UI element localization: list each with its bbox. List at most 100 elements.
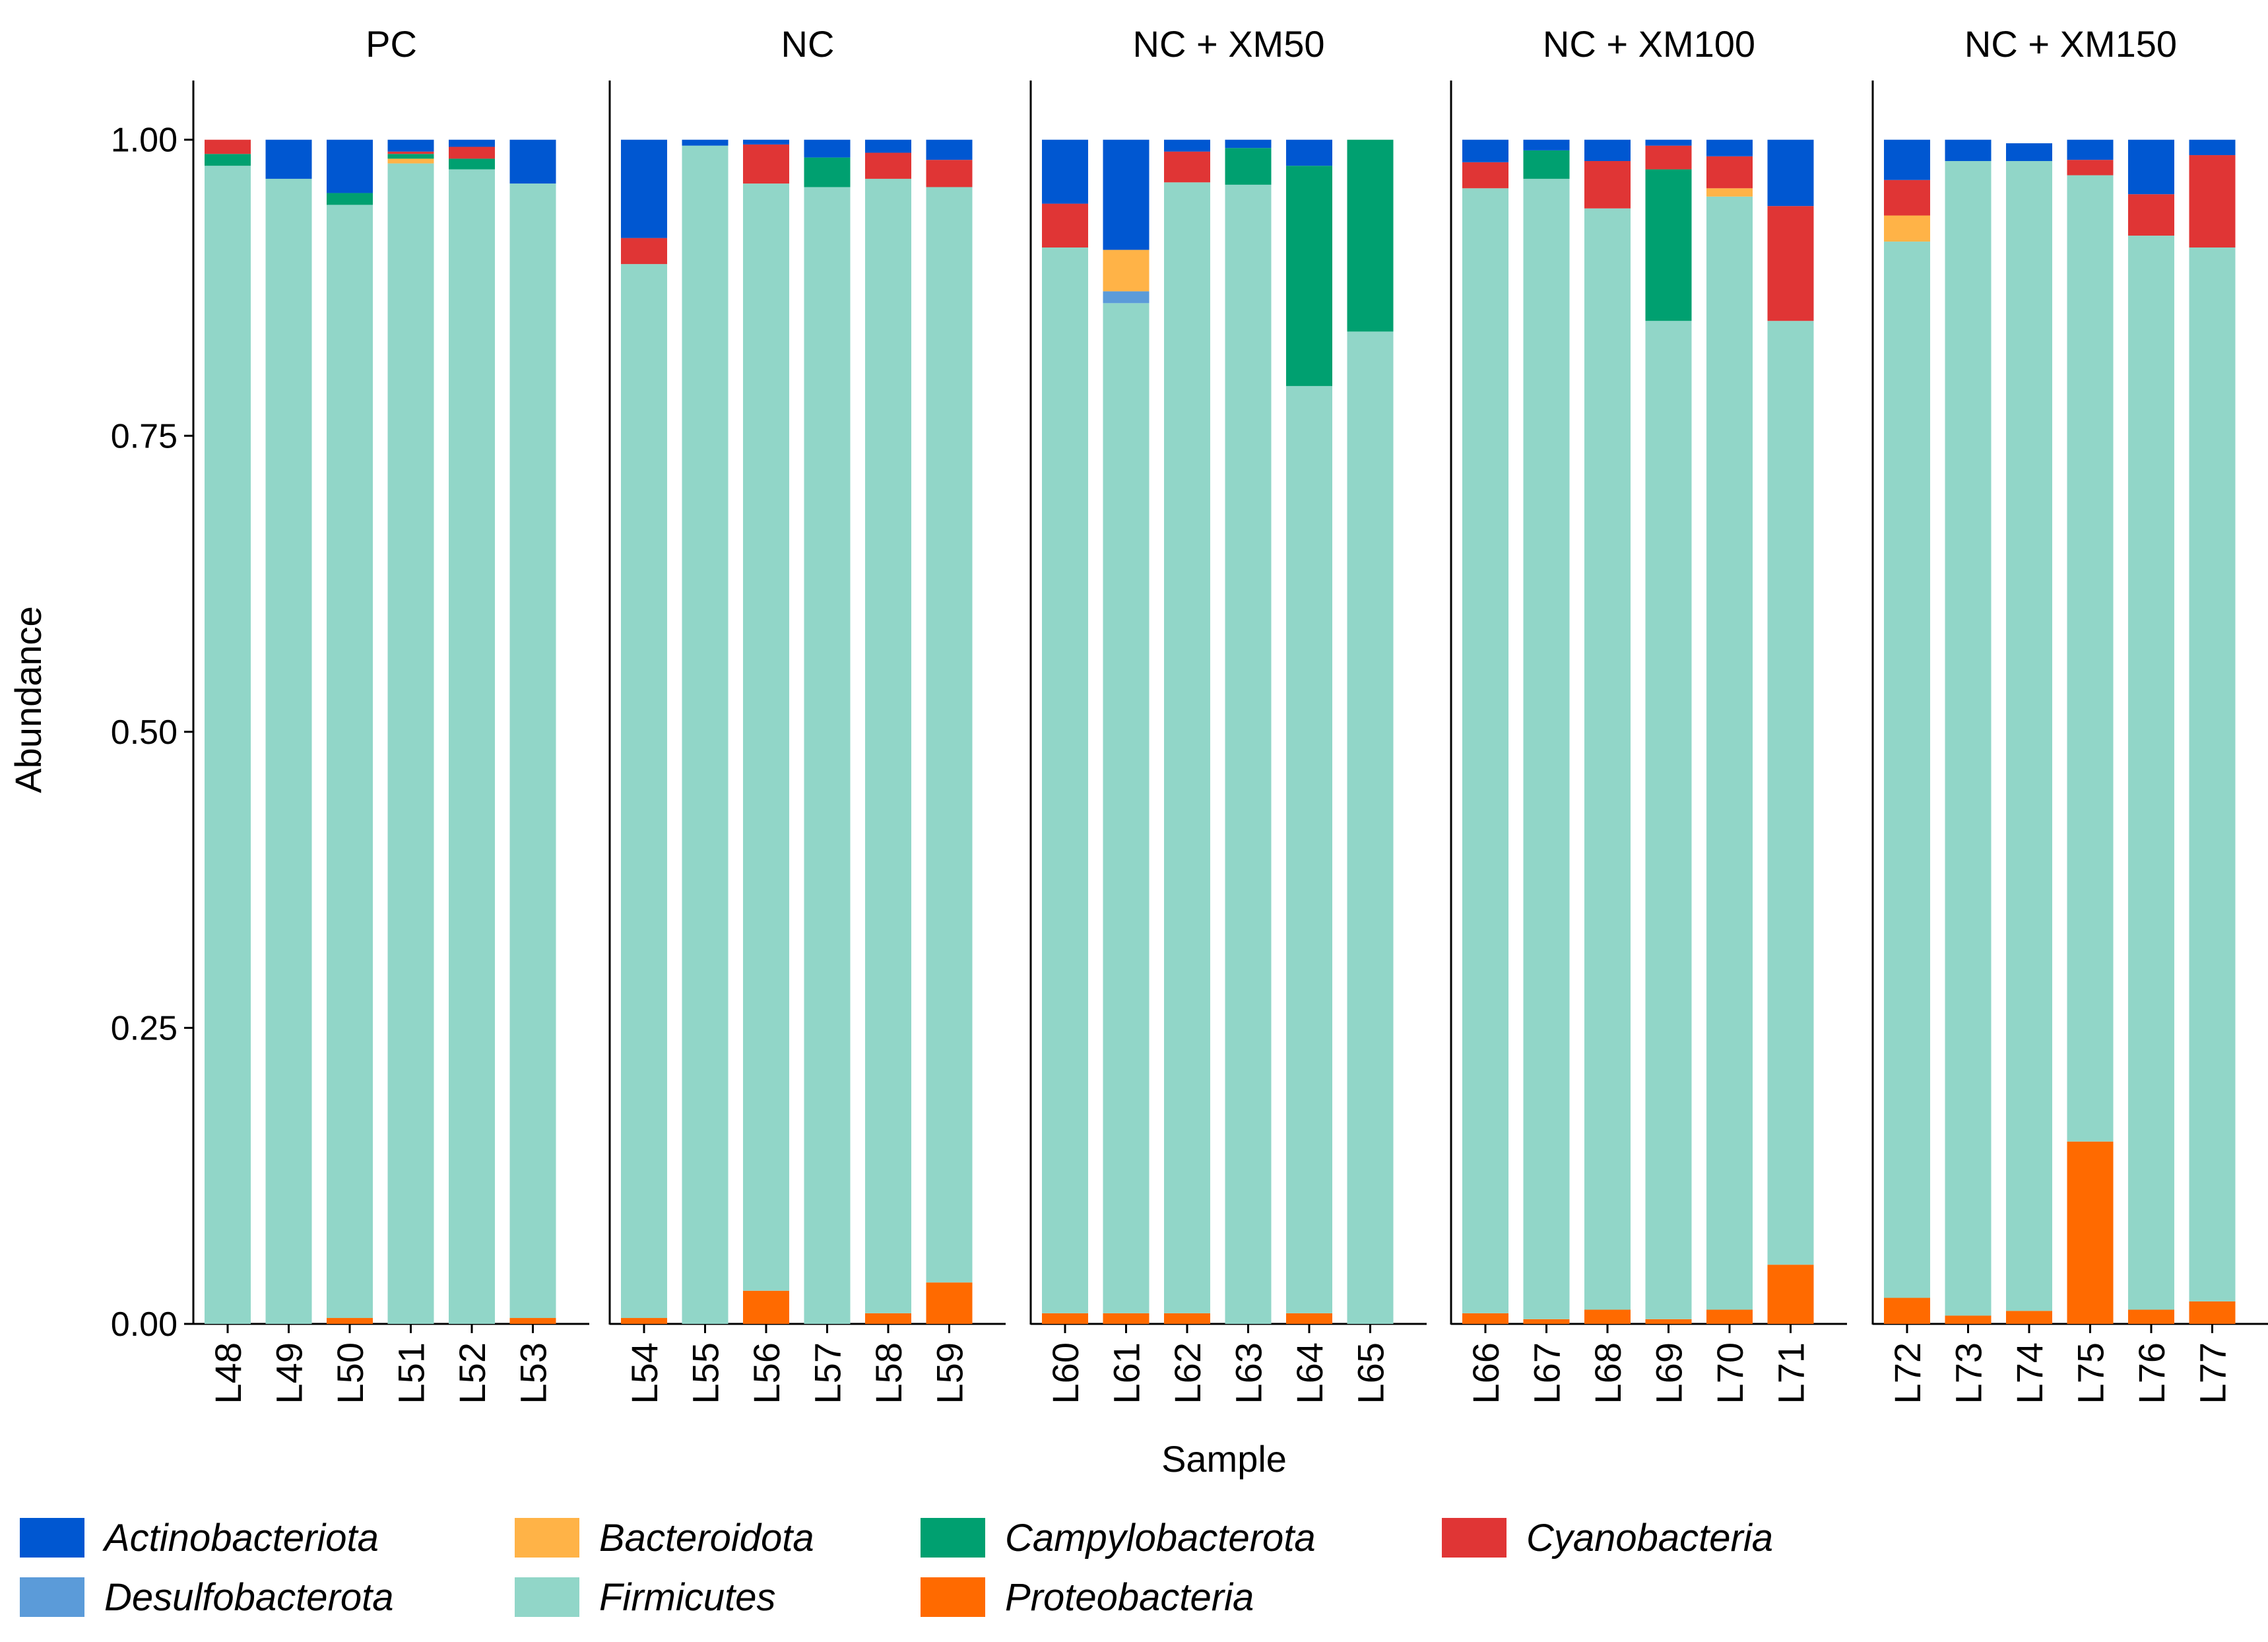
panel-title-nc-xm150: NC + XM150 — [1964, 23, 2177, 65]
bar-segment-l62-cyanobacteria — [1164, 151, 1210, 183]
bar-segment-l76-firmicutes — [2128, 236, 2174, 1310]
bar-segment-l70-cyanobacteria — [1706, 156, 1753, 189]
x-tick-label-l71: L71 — [1770, 1342, 1812, 1404]
bar-segment-l66-actinobacteriota — [1462, 139, 1508, 162]
bar-segment-l72-cyanobacteria — [1884, 180, 1930, 216]
legend-swatch-cyanobacteria — [1442, 1518, 1507, 1558]
legend-item-bacteroidota: Bacteroidota — [515, 1511, 814, 1564]
bar-segment-l74-actinobacteriota — [2006, 143, 2052, 162]
legend: Actinobacteriota Desulfobacterota Bacter… — [20, 1511, 2197, 1637]
bar-segment-l64-proteobacteria — [1286, 1313, 1332, 1324]
bar-segment-l56-proteobacteria — [743, 1290, 789, 1324]
bar-segment-l58-actinobacteriota — [865, 139, 911, 153]
bar-segment-l54-firmicutes — [621, 264, 667, 1319]
bar-segment-l48-firmicutes — [205, 166, 251, 1324]
bar-segment-l73-proteobacteria — [1945, 1315, 1992, 1324]
legend-item-campylobacterota: Campylobacterota — [921, 1511, 1316, 1564]
legend-swatch-campylobacterota — [921, 1518, 985, 1558]
bar-segment-l51-firmicutes — [387, 163, 434, 1325]
x-tick-label-l73: L73 — [1948, 1342, 1990, 1404]
bar-segment-l56-actinobacteriota — [743, 139, 789, 145]
bar-segment-l51-campylobacterota — [387, 154, 434, 159]
bar-segment-l53-actinobacteriota — [509, 139, 556, 184]
bar-segment-l59-cyanobacteria — [926, 160, 973, 187]
y-axis-label: Abundance — [7, 606, 49, 793]
legend-item-proteobacteria: Proteobacteria — [921, 1571, 1254, 1624]
bar-segment-l51-cyanobacteria — [387, 151, 434, 154]
bar-segment-l59-proteobacteria — [926, 1282, 973, 1324]
bar-segment-l69-firmicutes — [1645, 321, 1692, 1319]
bar-segment-l61-proteobacteria — [1103, 1313, 1150, 1324]
bar-segment-l74-proteobacteria — [2006, 1311, 2052, 1324]
x-tick-label-l75: L75 — [2070, 1342, 2112, 1404]
bar-segment-l70-actinobacteriota — [1706, 139, 1753, 156]
x-tick-label-l59: L59 — [929, 1342, 971, 1404]
legend-label-campylobacterota: Campylobacterota — [1005, 1516, 1316, 1560]
bar-segment-l66-proteobacteria — [1462, 1313, 1508, 1324]
bar-segment-l53-proteobacteria — [509, 1318, 556, 1324]
bar-segment-l73-firmicutes — [1945, 161, 1992, 1316]
bar-segment-l57-firmicutes — [804, 187, 851, 1324]
legend-swatch-proteobacteria — [921, 1577, 985, 1617]
x-tick-label-l53: L53 — [513, 1342, 554, 1404]
bar-segment-l75-proteobacteria — [2067, 1141, 2114, 1324]
x-tick-label-l51: L51 — [391, 1342, 432, 1404]
legend-label-cyanobacteria: Cyanobacteria — [1526, 1516, 1773, 1560]
bar-segment-l77-actinobacteriota — [2189, 139, 2236, 156]
bar-segment-l52-campylobacterota — [449, 158, 495, 170]
y-tick-label: 0.50 — [111, 713, 178, 752]
x-tick-label-l48: L48 — [207, 1342, 249, 1404]
bar-segment-l75-cyanobacteria — [2067, 160, 2114, 176]
bar-segment-l71-actinobacteriota — [1767, 139, 1814, 207]
bar-segment-l60-actinobacteriota — [1042, 139, 1088, 204]
legend-swatch-actinobacteriota — [20, 1518, 84, 1558]
stacked-bar-chart: Abundance Sample 0.00 0.25 0.50 0.75 1.00 PC L… — [7, 23, 2268, 1480]
bar-segment-l77-cyanobacteria — [2189, 155, 2236, 247]
x-tick-label-l60: L60 — [1045, 1342, 1086, 1404]
panel-title-pc: PC — [366, 23, 417, 65]
bar-segment-l67-actinobacteriota — [1523, 139, 1570, 150]
bar-segment-l49-actinobacteriota — [265, 139, 312, 179]
bar-segment-l48-campylobacterota — [205, 154, 251, 166]
x-tick-label-l66: L66 — [1465, 1342, 1507, 1404]
x-tick-label-l49: L49 — [269, 1342, 310, 1404]
x-tick-label-l50: L50 — [329, 1342, 371, 1404]
bar-segment-l73-actinobacteriota — [1945, 139, 1992, 162]
x-tick-label-l69: L69 — [1648, 1342, 1690, 1404]
bar-segment-l72-proteobacteria — [1884, 1297, 1930, 1324]
bar-segment-l62-proteobacteria — [1164, 1313, 1210, 1324]
bar-segment-l49-firmicutes — [265, 178, 312, 1324]
legend-label-actinobacteriota: Actinobacteriota — [104, 1516, 379, 1560]
legend-item-firmicutes: Firmicutes — [515, 1571, 775, 1624]
bar-segment-l52-cyanobacteria — [449, 147, 495, 159]
bar-segment-l71-firmicutes — [1767, 321, 1814, 1265]
y-tick-label: 0.00 — [111, 1305, 178, 1344]
bar-segment-l66-cyanobacteria — [1462, 162, 1508, 189]
legend-label-desulfobacterota: Desulfobacterota — [104, 1575, 394, 1619]
bar-segment-l69-cyanobacteria — [1645, 145, 1692, 170]
bar-segment-l69-proteobacteria — [1645, 1319, 1692, 1324]
bar-segment-l63-firmicutes — [1225, 184, 1272, 1324]
bar-segment-l51-bacteroidota — [387, 158, 434, 164]
bar-segment-l68-actinobacteriota — [1584, 139, 1631, 162]
x-axis-label: Sample — [1161, 1438, 1287, 1480]
x-tick-label-l65: L65 — [1350, 1342, 1392, 1404]
bar-segment-l50-proteobacteria — [327, 1318, 373, 1324]
legend-label-proteobacteria: Proteobacteria — [1005, 1575, 1254, 1619]
x-tick-label-l54: L54 — [624, 1342, 665, 1404]
bar-segment-l62-firmicutes — [1164, 182, 1210, 1313]
bar-segment-l72-bacteroidota — [1884, 215, 1930, 242]
bar-segment-l55-actinobacteriota — [682, 139, 729, 146]
bar-segment-l69-actinobacteriota — [1645, 139, 1692, 146]
x-tick-label-l62: L62 — [1167, 1342, 1208, 1404]
panel-title-nc-xm100: NC + XM100 — [1543, 23, 1755, 65]
bar-segment-l61-firmicutes — [1103, 303, 1150, 1313]
bar-segment-l58-cyanobacteria — [865, 152, 911, 179]
bar-segment-l67-proteobacteria — [1523, 1319, 1570, 1324]
bar-segment-l70-proteobacteria — [1706, 1309, 1753, 1324]
bar-segment-l48-cyanobacteria — [205, 139, 251, 154]
bar-segment-l58-proteobacteria — [865, 1313, 911, 1324]
bar-segment-l65-campylobacterota — [1347, 139, 1394, 332]
legend-item-actinobacteriota: Actinobacteriota — [20, 1511, 379, 1564]
x-tick-label-l76: L76 — [2131, 1342, 2172, 1404]
